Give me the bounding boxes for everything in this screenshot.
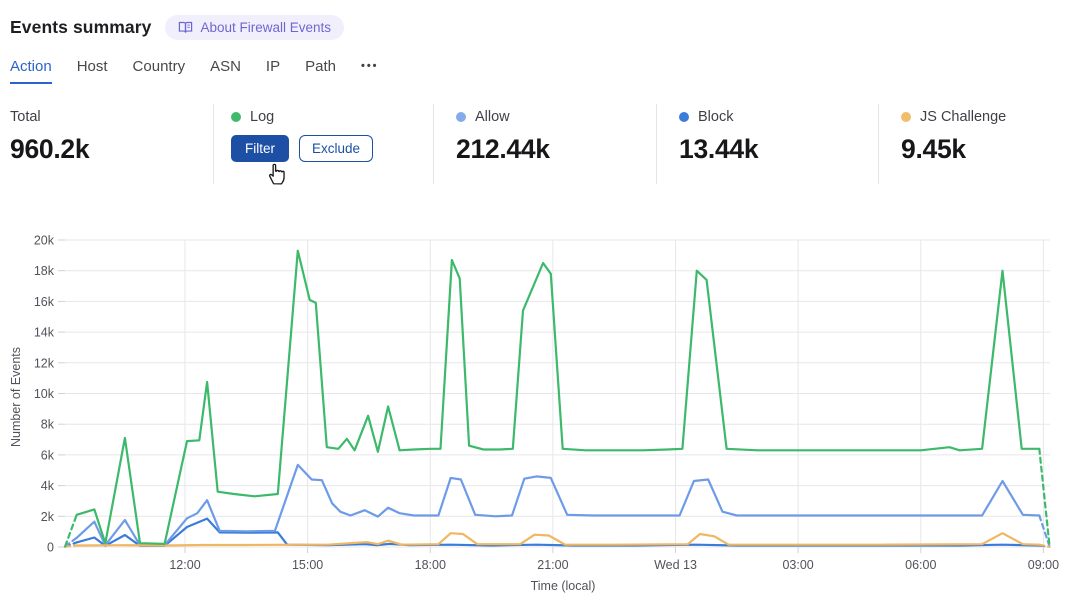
svg-text:18k: 18k bbox=[34, 264, 55, 278]
tab-asn[interactable]: ASN bbox=[210, 58, 241, 84]
stat-label-allow: Allow bbox=[475, 109, 510, 125]
svg-text:03:00: 03:00 bbox=[782, 558, 813, 572]
js-challenge-dot bbox=[901, 112, 911, 122]
stat-label-total: Total bbox=[10, 109, 41, 125]
stat-card-total: Total 960.2k bbox=[0, 104, 213, 184]
exclude-button[interactable]: Exclude bbox=[299, 135, 374, 162]
events-chart-svg[interactable]: 0 2k 4k 6k 8k 10k 12k 14k 16k 18k 20k 12:00 15:00 18:… bbox=[0, 226, 1068, 598]
badge-label: About Firewall Events bbox=[200, 19, 332, 35]
stat-card-log[interactable]: Log Filter Exclude bbox=[213, 104, 433, 184]
stat-card-allow[interactable]: Allow 212.44k bbox=[433, 104, 656, 184]
page-title: Events summary bbox=[10, 16, 152, 37]
tab-action[interactable]: Action bbox=[10, 58, 52, 84]
about-firewall-events-badge[interactable]: About Firewall Events bbox=[165, 14, 345, 40]
svg-text:16k: 16k bbox=[34, 295, 55, 309]
svg-text:14k: 14k bbox=[34, 326, 55, 340]
block-dot bbox=[679, 112, 689, 122]
tab-host[interactable]: Host bbox=[77, 58, 108, 84]
tabs-more-button[interactable]: ••• bbox=[361, 60, 379, 84]
stat-card-block[interactable]: Block 13.44k bbox=[656, 104, 878, 184]
svg-text:06:00: 06:00 bbox=[905, 558, 936, 572]
svg-text:21:00: 21:00 bbox=[537, 558, 568, 572]
stats-row: Total 960.2k Log Filter Exclude Allow 21… bbox=[0, 104, 1068, 184]
svg-text:18:00: 18:00 bbox=[415, 558, 446, 572]
tab-ip[interactable]: IP bbox=[266, 58, 280, 84]
svg-text:12k: 12k bbox=[34, 356, 55, 370]
stat-value-allow: 212.44k bbox=[456, 134, 550, 164]
stat-label-log: Log bbox=[250, 109, 275, 125]
svg-text:8k: 8k bbox=[41, 418, 55, 432]
svg-text:15:00: 15:00 bbox=[292, 558, 323, 572]
stat-value-block: 13.44k bbox=[679, 134, 759, 164]
tab-path[interactable]: Path bbox=[305, 58, 336, 84]
svg-text:09:00: 09:00 bbox=[1028, 558, 1059, 572]
stat-value-total: 960.2k bbox=[10, 134, 90, 164]
events-chart[interactable]: 0 2k 4k 6k 8k 10k 12k 14k 16k 18k 20k 12:00 15:00 18:… bbox=[0, 226, 1068, 598]
header: Events summary About Firewall Events Act… bbox=[0, 0, 1068, 84]
tabs: Action Host Country ASN IP Path ••• bbox=[10, 58, 1068, 84]
tab-country[interactable]: Country bbox=[133, 58, 186, 84]
stat-value-js-challenge: 9.45k bbox=[901, 134, 966, 164]
svg-text:4k: 4k bbox=[41, 479, 55, 493]
svg-text:Wed 13: Wed 13 bbox=[654, 558, 697, 572]
svg-text:0: 0 bbox=[47, 541, 54, 555]
svg-text:6k: 6k bbox=[41, 448, 55, 462]
allow-dot bbox=[456, 112, 466, 122]
stat-card-js-challenge[interactable]: JS Challenge 9.45k bbox=[878, 104, 1068, 184]
svg-text:Time (local): Time (local) bbox=[531, 579, 596, 593]
svg-text:20k: 20k bbox=[34, 234, 55, 248]
title-row: Events summary About Firewall Events bbox=[10, 13, 1068, 41]
stat-label-js-challenge: JS Challenge bbox=[920, 109, 1007, 125]
svg-text:2k: 2k bbox=[41, 510, 55, 524]
book-icon bbox=[178, 20, 193, 35]
svg-text:Number of Events: Number of Events bbox=[9, 347, 23, 447]
stat-label-block: Block bbox=[698, 109, 734, 125]
svg-text:12:00: 12:00 bbox=[169, 558, 200, 572]
log-dot bbox=[231, 112, 241, 122]
svg-text:10k: 10k bbox=[34, 387, 55, 401]
filter-button[interactable]: Filter bbox=[231, 135, 289, 162]
